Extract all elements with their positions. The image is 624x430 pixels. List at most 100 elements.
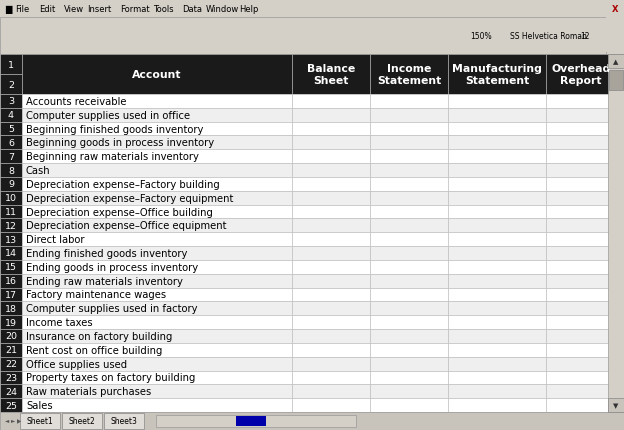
Bar (62, 413, 102, 429)
Text: Insert: Insert (87, 4, 112, 13)
Bar (370, 398, 448, 412)
Bar (292, 384, 370, 398)
Bar (448, 274, 546, 288)
Text: Property taxes on factory building: Property taxes on factory building (26, 372, 195, 383)
Bar (397, 19, 412, 53)
Bar (608, 55, 624, 412)
Text: Beginning finished goods inventory: Beginning finished goods inventory (26, 124, 203, 134)
Bar (415, 19, 430, 53)
Bar (292, 246, 370, 260)
Bar (559, 19, 574, 53)
Bar (546, 205, 616, 219)
Bar (292, 150, 370, 164)
Text: Raw materials purchases: Raw materials purchases (26, 387, 151, 396)
Bar (448, 260, 546, 274)
Bar (22, 316, 292, 329)
Text: View: View (64, 4, 84, 13)
Bar (0, 18, 606, 55)
Bar (433, 19, 448, 53)
Text: Beginning raw materials inventory: Beginning raw materials inventory (26, 152, 199, 162)
Bar (292, 205, 370, 219)
Text: Insurance on factory building: Insurance on factory building (26, 331, 172, 341)
Bar (0, 164, 22, 178)
Bar (608, 55, 624, 69)
Bar (1, 19, 16, 53)
Bar (370, 329, 448, 343)
Bar (22, 246, 292, 260)
Bar (22, 205, 292, 219)
Text: Income
Statement: Income Statement (377, 64, 441, 86)
Text: 13: 13 (5, 235, 17, 244)
Bar (370, 178, 448, 191)
Text: Window: Window (206, 4, 239, 13)
Bar (0, 274, 22, 288)
Bar (370, 150, 448, 164)
Bar (370, 260, 448, 274)
Bar (292, 136, 370, 150)
Bar (199, 19, 214, 53)
Bar (292, 108, 370, 123)
Bar (0, 95, 22, 108)
Bar (22, 136, 292, 150)
Text: Ending finished goods inventory: Ending finished goods inventory (26, 249, 187, 258)
Text: Accounts receivable: Accounts receivable (26, 97, 127, 107)
Bar (370, 371, 448, 384)
Bar (448, 288, 546, 302)
Bar (448, 150, 546, 164)
Bar (546, 150, 616, 164)
Bar (104, 413, 144, 429)
Text: Sales: Sales (26, 400, 52, 410)
Bar (595, 19, 610, 53)
Text: Sheet2: Sheet2 (69, 417, 95, 426)
Bar (546, 316, 616, 329)
Bar (370, 205, 448, 219)
Text: Depreciation expense–Factory building: Depreciation expense–Factory building (26, 179, 220, 190)
Bar (22, 233, 292, 246)
Text: Help: Help (239, 4, 258, 13)
Bar (523, 19, 538, 53)
Text: Cash: Cash (26, 166, 51, 175)
Bar (292, 274, 370, 288)
Bar (0, 55, 22, 75)
Bar (163, 19, 178, 53)
Bar (292, 178, 370, 191)
Text: Data: Data (182, 4, 202, 13)
Bar (379, 19, 394, 53)
Bar (292, 260, 370, 274)
Bar (292, 123, 370, 136)
Bar (448, 357, 546, 371)
Text: 12: 12 (5, 221, 17, 230)
Bar (546, 384, 616, 398)
Text: Sheet3: Sheet3 (110, 417, 137, 426)
Bar (0, 316, 22, 329)
Bar (448, 233, 546, 246)
Text: 6: 6 (8, 138, 14, 147)
Text: 9: 9 (8, 180, 14, 189)
Bar (325, 19, 340, 53)
Bar (370, 343, 448, 357)
Bar (109, 19, 124, 53)
Text: Sheet1: Sheet1 (27, 417, 54, 426)
Text: Depreciation expense–Office building: Depreciation expense–Office building (26, 207, 213, 217)
Text: 24: 24 (5, 387, 17, 396)
Bar (22, 357, 292, 371)
Bar (448, 136, 546, 150)
Bar (0, 108, 22, 123)
Bar (0, 219, 22, 233)
Bar (546, 95, 616, 108)
Bar (0, 123, 22, 136)
Text: █: █ (5, 4, 11, 13)
Bar (22, 108, 292, 123)
Bar (55, 19, 70, 53)
Bar (577, 19, 592, 53)
Text: 2: 2 (8, 80, 14, 89)
Bar (370, 55, 448, 95)
Bar (235, 19, 250, 53)
Bar (0, 205, 22, 219)
Bar (217, 19, 232, 53)
Bar (448, 302, 546, 316)
Bar (546, 302, 616, 316)
Bar (0, 260, 22, 274)
Bar (22, 191, 292, 205)
Text: 12: 12 (580, 32, 590, 41)
